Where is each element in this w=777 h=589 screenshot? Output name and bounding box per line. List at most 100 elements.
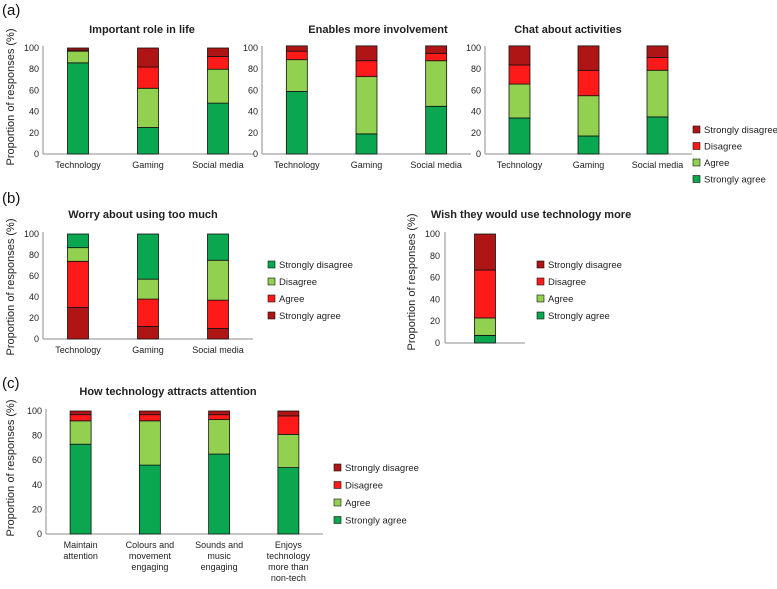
bar-segment bbox=[137, 298, 159, 327]
legend-swatch bbox=[692, 175, 701, 183]
legend-swatch bbox=[333, 498, 342, 507]
y-tick-label: 0 bbox=[37, 529, 42, 539]
y-tick-label: 100 bbox=[27, 406, 42, 416]
y-tick-label: 80 bbox=[29, 250, 39, 260]
legend-label: Strongly agree bbox=[704, 175, 766, 186]
bar-segment bbox=[207, 233, 229, 261]
bar-segment bbox=[208, 453, 231, 535]
bar-segment bbox=[355, 60, 378, 78]
legend-label: Disagree bbox=[704, 142, 742, 153]
x-tick-label: Maintain attention bbox=[63, 540, 98, 561]
y-tick-label: 40 bbox=[29, 292, 39, 302]
bar-segment bbox=[67, 50, 89, 64]
legend-label: Agree bbox=[345, 498, 370, 509]
bar-segment bbox=[138, 410, 161, 416]
bar-segment bbox=[137, 47, 159, 68]
legend-swatch bbox=[536, 294, 545, 303]
y-tick-label: 20 bbox=[471, 128, 481, 138]
y-tick-label: 20 bbox=[32, 504, 42, 514]
legend-swatch bbox=[267, 311, 276, 320]
chart-4: Worry about using too much 0 20 40 60 80 100 Pr… bbox=[5, 209, 353, 355]
y-tick-label: 60 bbox=[430, 273, 440, 283]
legend-label: Agree bbox=[548, 294, 573, 305]
bar-segment bbox=[474, 269, 496, 319]
bar-segment bbox=[69, 414, 92, 422]
bar-segment bbox=[208, 414, 231, 421]
bar-segment bbox=[285, 59, 308, 92]
bar-segment bbox=[67, 233, 89, 249]
y-tick-label: 0 bbox=[34, 334, 39, 344]
chart-title: Chat about activities bbox=[514, 24, 622, 36]
bar-segment bbox=[577, 69, 600, 97]
bar-segment bbox=[646, 69, 669, 118]
legend-swatch bbox=[267, 294, 276, 303]
y-tick-label: 80 bbox=[29, 64, 39, 74]
panel-label-c: (c) bbox=[2, 375, 20, 392]
y-tick-label: 20 bbox=[430, 316, 440, 326]
bar-segment bbox=[474, 317, 496, 336]
legend-label: Disagree bbox=[345, 481, 383, 492]
chart-title: Wish they would use technology more bbox=[431, 209, 631, 221]
bar-segment bbox=[207, 68, 229, 104]
y-tick-label: 60 bbox=[471, 85, 481, 95]
legend-label: Strongly disagree bbox=[345, 463, 419, 474]
bar-segment bbox=[69, 420, 92, 445]
bar-segment bbox=[277, 410, 300, 417]
legend-swatch bbox=[536, 260, 545, 269]
y-tick-label: 40 bbox=[471, 107, 481, 117]
y-tick-label: 20 bbox=[29, 128, 39, 138]
legend-label: Agree bbox=[279, 294, 304, 305]
legend-label: Strongly agree bbox=[345, 516, 407, 527]
legend-swatch bbox=[333, 516, 342, 524]
x-tick-label: Colours and movement engaging bbox=[126, 540, 175, 572]
bar-segment bbox=[67, 62, 89, 155]
bar-segment bbox=[208, 410, 231, 416]
bar-segment bbox=[138, 420, 161, 466]
chart-title: Worry about using too much bbox=[68, 209, 218, 221]
legend: Strongly disagree Disagree Agree Strongly a… bbox=[333, 463, 419, 527]
legend-label: Disagree bbox=[279, 277, 317, 288]
bar-segment bbox=[69, 410, 92, 416]
y-axis-label: Proportion of responses (%) bbox=[406, 214, 418, 351]
bar-segment bbox=[425, 52, 448, 62]
x-tick-label: Technology bbox=[55, 345, 101, 355]
y-axis-label: Proportion of responses (%) bbox=[5, 29, 17, 166]
y-tick-label: 0 bbox=[34, 149, 39, 159]
legend: Strongly disagree Disagree Agree Strongly a… bbox=[536, 260, 622, 322]
y-tick-label: 60 bbox=[29, 271, 39, 281]
bar-segment bbox=[355, 133, 378, 155]
y-tick-label: 0 bbox=[253, 149, 258, 159]
x-tick-label: Social media bbox=[192, 160, 244, 170]
bar-segment bbox=[285, 50, 308, 61]
bar-segment bbox=[277, 467, 300, 535]
bar-segment bbox=[208, 419, 231, 455]
y-tick-label: 40 bbox=[248, 107, 258, 117]
x-tick-label: Technology bbox=[274, 160, 320, 170]
bar-segment bbox=[67, 260, 89, 308]
bar-segment bbox=[137, 87, 159, 128]
legend-swatch bbox=[536, 311, 545, 320]
bar-segment bbox=[646, 45, 669, 58]
y-tick-label: 40 bbox=[32, 480, 42, 490]
x-tick-label: Gaming bbox=[351, 160, 383, 170]
bar-segment bbox=[355, 45, 378, 62]
legend-label: Strongly agree bbox=[279, 311, 341, 322]
panel-label-b: (b) bbox=[2, 190, 20, 207]
bar-segment bbox=[577, 135, 600, 155]
bar-segment bbox=[474, 334, 496, 344]
bar-segment bbox=[577, 45, 600, 71]
y-tick-label: 40 bbox=[29, 107, 39, 117]
bar-segment bbox=[646, 116, 669, 155]
bar-segment bbox=[425, 60, 448, 107]
y-tick-label: 0 bbox=[435, 338, 440, 348]
x-tick-label: Technology bbox=[55, 160, 101, 170]
bar-segment bbox=[508, 45, 531, 66]
charts-layer: Important role in life 0 20 40 60 80 100 Propor… bbox=[5, 24, 777, 583]
legend-swatch bbox=[267, 260, 276, 269]
y-tick-label: 0 bbox=[476, 149, 481, 159]
y-tick-label: 80 bbox=[430, 251, 440, 261]
bar-segment bbox=[207, 47, 229, 57]
bar-segment bbox=[577, 95, 600, 137]
legend-label: Strongly agree bbox=[548, 311, 610, 322]
